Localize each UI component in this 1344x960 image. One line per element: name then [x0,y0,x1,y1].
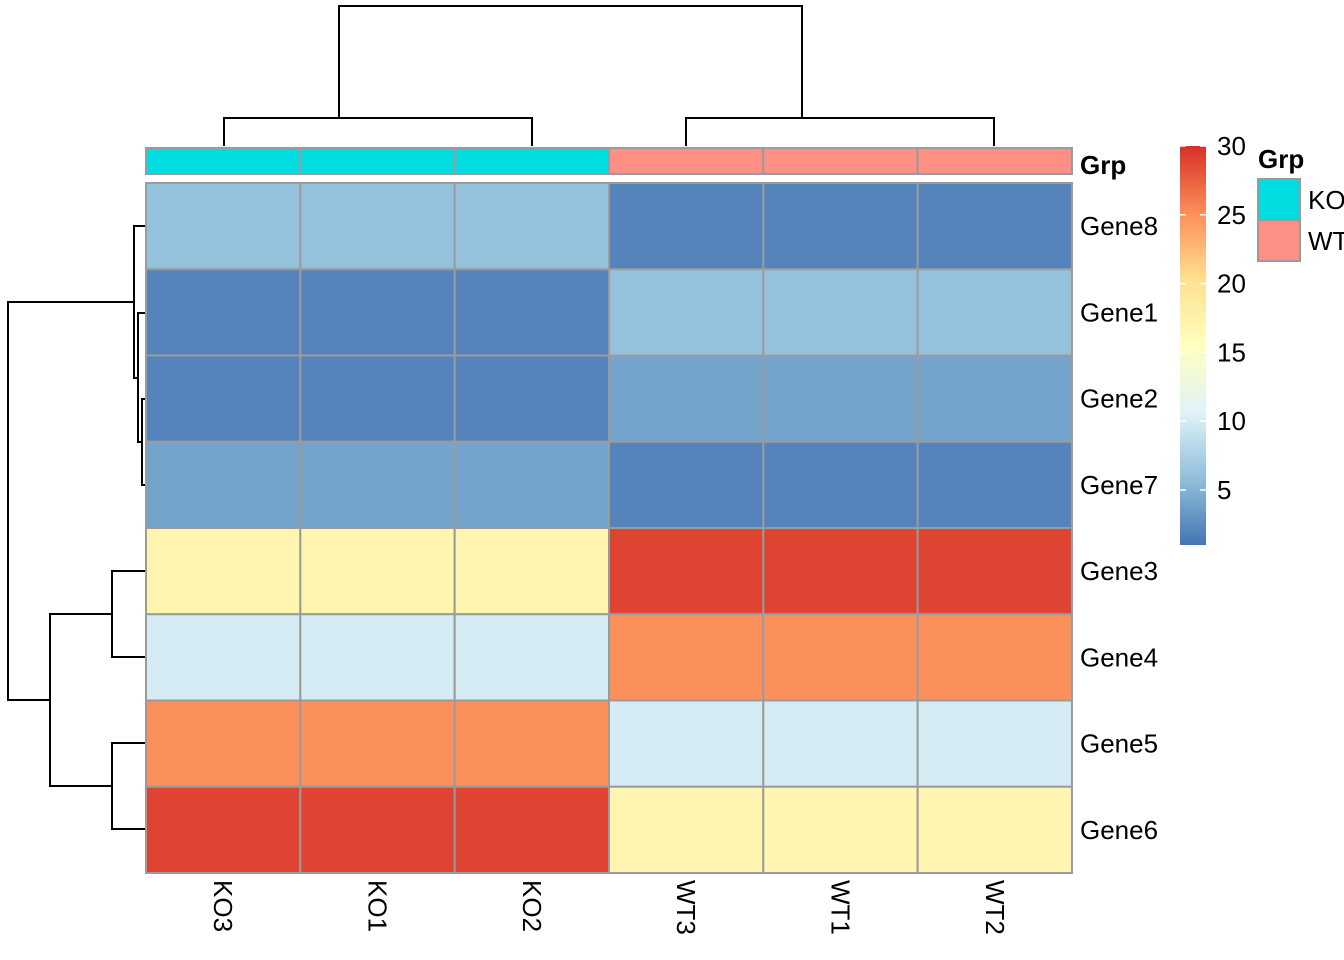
heatmap-cell [762,613,919,702]
heatmap-cell [607,440,765,529]
heatmap-cell [762,440,919,529]
color-scale-tick-label: 15 [1217,337,1246,367]
color-scale-ticks: 5 10 15 20 25 30 [1180,131,1246,505]
color-scale-tick-label: 10 [1217,406,1246,436]
heatmap-cell [145,613,302,702]
color-scale-tick-label: 20 [1217,269,1246,299]
annotation-cell [453,147,610,175]
row-label: Gene1 [1080,297,1158,327]
annotation-title: Grp [1080,150,1126,180]
column-labels: KO3 KO1 KO2 WT3 WT1 WT2 [208,880,1010,935]
heatmap-cell [607,527,765,616]
heatmap-cell [145,268,302,357]
heatmap-cell [607,354,765,443]
heatmap-cell [916,613,1073,702]
heatmap-cell [916,699,1073,788]
group-annotation-bar [145,147,1073,175]
row-dendro-g3-g4 [111,570,146,658]
column-label: KO2 [517,880,547,932]
heatmap-cell [762,785,919,874]
color-scale-tick-label: 5 [1217,475,1231,505]
annotation-cell [916,147,1073,175]
heatmap-cell [453,354,610,443]
color-scale-bar [1180,146,1206,545]
heatmap-cell [916,785,1073,874]
column-dendrogram [223,5,995,146]
heatmap-cell [762,182,919,271]
heatmap-cells [145,182,1073,874]
heatmap-cell [299,613,456,702]
row-dendro-root [7,301,134,701]
group-legend-title: Grp [1258,144,1304,174]
heatmap-cell [299,268,456,357]
heatmap-cell [453,613,610,702]
row-label: Gene2 [1080,384,1158,414]
heatmap-cell [607,268,765,357]
row-label: Gene5 [1080,729,1158,759]
row-dendro-lower [49,613,112,787]
heatmap-cell [916,182,1073,271]
col-dendro-ko-branch [223,117,533,146]
heatmap-cell [916,268,1073,357]
heatmap-cell [762,527,919,616]
row-label: Gene3 [1080,556,1158,586]
heatmap-cell [916,440,1073,529]
legend-label: KO [1308,185,1344,215]
heatmap-cell [453,268,610,357]
heatmap-cell [145,785,302,874]
heatmap-cell [916,527,1073,616]
heatmap-cell [145,699,302,788]
heatmap-cell [607,699,765,788]
legend-swatch [1257,178,1301,221]
col-dendro-wt-branch [685,117,995,146]
color-scale-tick-label: 25 [1217,200,1246,230]
row-dendrogram [7,225,146,830]
row-labels: Gene8 Gene1 Gene2 Gene7 Gene3 Gene4 Gene5 Gene6 [1080,211,1158,845]
row-label: Gene4 [1080,642,1158,672]
group-legend-items: KO WT [1257,178,1344,262]
color-scale-tick-label: 30 [1217,131,1246,161]
column-label: KO3 [208,880,238,932]
heatmap-cell [299,354,456,443]
heatmap-cell [145,354,302,443]
row-dendro-g8-rest [133,225,146,379]
heatmap-cell [145,440,302,529]
heatmap-cell [299,182,456,271]
heatmap-cell [299,527,456,616]
heatmap-cell [453,182,610,271]
heatmap-cell [453,785,610,874]
column-label: KO1 [362,880,392,932]
heatmap-cell [299,440,456,529]
column-label: WT2 [980,880,1010,935]
heatmap-cell [607,785,765,874]
legend-label: WT [1308,226,1344,256]
col-dendro-root [338,5,803,118]
heatmap-cell [299,699,456,788]
heatmap-cell [607,182,765,271]
annotation-cell [607,147,765,175]
legend-swatch [1257,219,1301,262]
heatmap-cell [145,527,302,616]
heatmap-cell [762,699,919,788]
annotation-cell [299,147,456,175]
heatmap-cell [607,613,765,702]
row-dendro-g5-g6 [111,742,146,830]
row-label: Gene8 [1080,211,1158,241]
row-label: Gene6 [1080,815,1158,845]
heatmap-cell [916,354,1073,443]
annotation-cell [145,147,302,175]
heatmap-cell [453,527,610,616]
heatmap-cell [299,785,456,874]
heatmap-cell [762,268,919,357]
column-label: WT1 [825,880,855,935]
heatmap-cell [453,699,610,788]
row-label: Gene7 [1080,470,1158,500]
heatmap-cell [453,440,610,529]
annotation-cell [762,147,919,175]
column-label: WT3 [671,880,701,935]
heatmap-cell [145,182,302,271]
heatmap-cell [762,354,919,443]
